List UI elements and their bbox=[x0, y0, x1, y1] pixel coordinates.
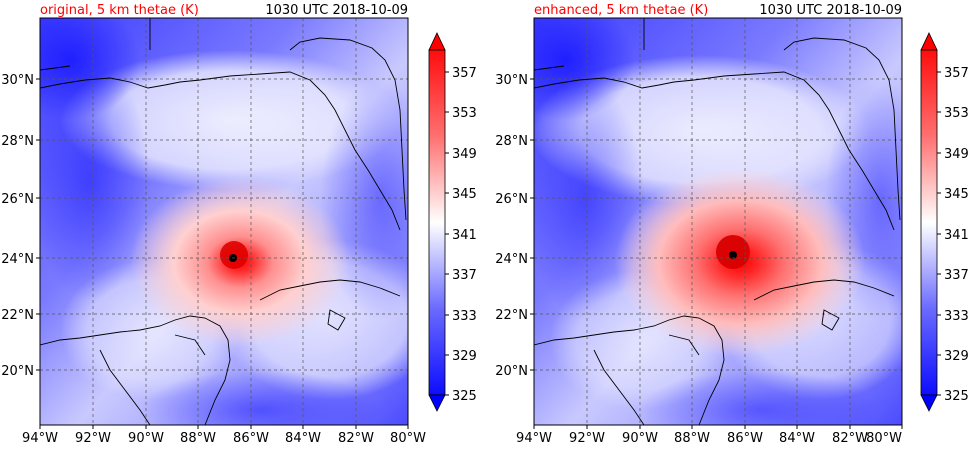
colorbar-label: 329 bbox=[944, 349, 969, 364]
axis-ticks bbox=[36, 78, 409, 429]
colorbar-label: 325 bbox=[452, 389, 477, 404]
panel-title: enhanced, 5 km thetae (K) bbox=[534, 3, 708, 18]
colorbar-label: 353 bbox=[452, 106, 477, 121]
colorbar-bar bbox=[428, 49, 446, 396]
lat-tick-label: 20°N bbox=[1, 364, 34, 379]
colorbar-bar bbox=[920, 49, 938, 396]
lat-tick-label: 28°N bbox=[495, 134, 528, 149]
lon-tick-label: 82°W bbox=[338, 431, 374, 446]
colorbar-label: 337 bbox=[452, 268, 477, 283]
lat-tick-label: 30°N bbox=[1, 73, 34, 88]
colorbar: 357 353 349 345 341 337 333 329 325 bbox=[920, 32, 969, 412]
colorbar-label: 333 bbox=[944, 309, 969, 324]
colorbar-label: 337 bbox=[944, 268, 969, 283]
colorbar-label: 353 bbox=[944, 106, 969, 121]
panel-original: original, 5 km thetae (K) 1030 UTC 2018-… bbox=[1, 3, 477, 446]
panel-timestamp: 1030 UTC 2018-10-09 bbox=[759, 3, 902, 18]
lat-tick-label: 22°N bbox=[1, 308, 34, 323]
coastlines bbox=[534, 18, 901, 425]
lon-tick-label: 80°W bbox=[866, 431, 902, 446]
colorbar-label: 357 bbox=[944, 66, 969, 81]
colorbar-label: 325 bbox=[944, 389, 969, 404]
lon-tick-label: 90°W bbox=[622, 431, 658, 446]
axis-ticks bbox=[530, 78, 903, 429]
panel-timestamp: 1030 UTC 2018-10-09 bbox=[265, 3, 408, 18]
map-frame bbox=[39, 17, 409, 426]
lat-tick-label: 24°N bbox=[495, 252, 528, 267]
map-field bbox=[40, 18, 408, 425]
colorbar-label: 341 bbox=[944, 228, 969, 243]
gridlines bbox=[534, 18, 902, 425]
storm-center-marker bbox=[729, 251, 737, 259]
lon-tick-label: 84°W bbox=[285, 431, 321, 446]
lon-tick-label: 92°W bbox=[75, 431, 111, 446]
lon-tick-labels: 94°W 92°W 90°W 88°W 86°W 84°W 82°W 80°W bbox=[22, 431, 426, 446]
colorbar-label: 349 bbox=[452, 147, 477, 162]
colorbar-label: 341 bbox=[452, 228, 477, 243]
lat-tick-label: 22°N bbox=[495, 308, 528, 323]
colorbar-extend-max bbox=[920, 32, 938, 51]
lon-tick-label: 86°W bbox=[727, 431, 763, 446]
lon-tick-label: 80°W bbox=[390, 431, 426, 446]
colorbar-label: 345 bbox=[452, 187, 477, 202]
lon-tick-label: 84°W bbox=[779, 431, 815, 446]
lon-tick-label: 82°W bbox=[832, 431, 868, 446]
lat-tick-label: 28°N bbox=[1, 134, 34, 149]
colorbar-label: 329 bbox=[452, 349, 477, 364]
colorbar-label: 357 bbox=[452, 66, 477, 81]
lon-tick-labels: 94°W 92°W 90°W 88°W 86°W 84°W 82°W 80°W bbox=[516, 431, 902, 446]
lat-tick-label: 20°N bbox=[495, 364, 528, 379]
coastlines bbox=[40, 18, 407, 425]
lat-tick-label: 24°N bbox=[1, 252, 34, 267]
lat-tick-label: 26°N bbox=[1, 192, 34, 207]
lon-tick-label: 94°W bbox=[22, 431, 58, 446]
map-field bbox=[534, 18, 902, 425]
colorbar-extend-min bbox=[920, 394, 938, 412]
lon-tick-label: 88°W bbox=[674, 431, 710, 446]
lat-tick-labels: 30°N 28°N 26°N 24°N 22°N 20°N bbox=[495, 73, 528, 379]
panel-title: original, 5 km thetae (K) bbox=[40, 3, 199, 18]
lat-tick-labels: 30°N 28°N 26°N 24°N 22°N 20°N bbox=[1, 73, 34, 379]
colorbar-label: 349 bbox=[944, 147, 969, 162]
map-frame bbox=[533, 17, 903, 426]
lon-tick-label: 90°W bbox=[128, 431, 164, 446]
lon-tick-label: 88°W bbox=[180, 431, 216, 446]
lat-tick-label: 30°N bbox=[495, 73, 528, 88]
colorbar-label: 333 bbox=[452, 309, 477, 324]
lon-tick-label: 86°W bbox=[233, 431, 269, 446]
colorbar-extend-max bbox=[428, 32, 446, 51]
colorbar-label: 345 bbox=[944, 187, 969, 202]
lon-tick-label: 92°W bbox=[569, 431, 605, 446]
colorbar-extend-min bbox=[428, 394, 446, 412]
lon-tick-label: 94°W bbox=[516, 431, 552, 446]
lat-tick-label: 26°N bbox=[495, 192, 528, 207]
colorbar: 357 353 349 345 341 337 333 329 325 bbox=[428, 32, 477, 412]
panel-enhanced: enhanced, 5 km thetae (K) 1030 UTC 2018-… bbox=[495, 3, 969, 446]
